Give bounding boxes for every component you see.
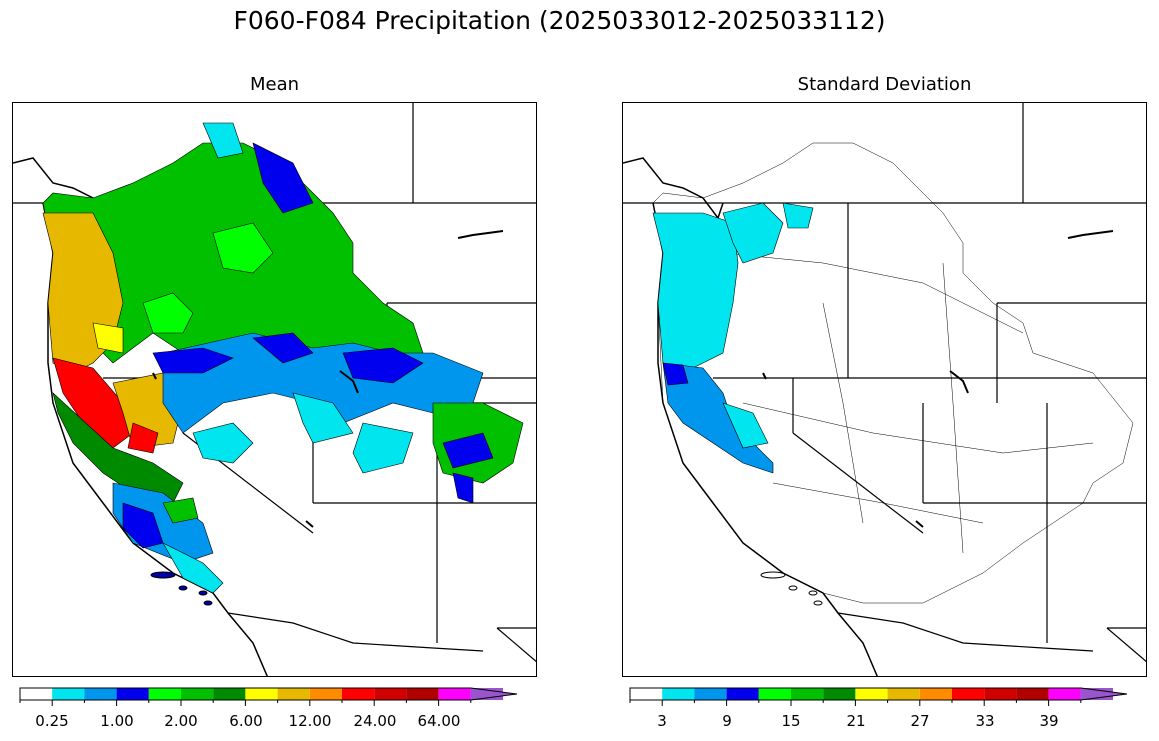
mean-colorbar-swatch <box>406 688 439 700</box>
mean-islands <box>150 571 213 606</box>
stdev-colorbar-tick-label: 3 <box>657 712 667 730</box>
stdev-panel-title: Standard Deviation <box>797 74 972 95</box>
stdev-colorbar-outline <box>629 687 1128 701</box>
stdev-colorbar-swatch <box>758 688 791 700</box>
mean-colorbar-tick-label: 1.00 <box>100 712 134 730</box>
stdev-colorbar-swatch <box>791 688 824 700</box>
mean-panel-title: Mean <box>249 74 300 95</box>
mean-colorbar-swatch <box>309 688 342 700</box>
stdev-lakes <box>762 230 1114 528</box>
stdev-colorbar-swatch <box>1016 688 1049 700</box>
stdev-colorbar-swatch <box>984 688 1017 700</box>
mean-colorbar-swatch <box>52 688 85 700</box>
mean-colorbar-swatches <box>19 687 518 706</box>
mean-colorbar-swatch <box>277 688 310 700</box>
mean-colorbar-swatch <box>342 688 375 700</box>
mean-lakes <box>152 230 504 528</box>
mean-colorbar-extend-arrow <box>470 688 517 700</box>
stdev-colorbar-swatch <box>823 688 856 700</box>
stdev-basin-outline <box>652 142 1134 604</box>
stdev-colorbar-swatch <box>855 688 888 700</box>
mean-colorbar-tick-label: 0.25 <box>35 712 69 730</box>
stdev-colorbar-extend-arrow <box>1080 688 1127 700</box>
mean-colorbar-tick-label: 6.00 <box>229 712 263 730</box>
stdev-colorbar-swatch <box>662 688 695 700</box>
mean-colorbar-swatch <box>84 688 117 700</box>
mean-colorbar-swatch <box>245 688 278 700</box>
mean-colorbar-swatch <box>438 688 471 700</box>
mean-colorbar-swatch <box>374 688 407 700</box>
stdev-colorbar-swatch <box>630 688 663 700</box>
mean-colorbar-swatch <box>116 688 149 700</box>
mean-colorbar-swatch <box>181 688 214 700</box>
mean-map <box>12 102 537 677</box>
mean-map-canvas <box>13 103 536 676</box>
stdev-colorbar-tick-label: 15 <box>781 712 801 730</box>
stdev-coastline-north <box>623 157 724 220</box>
mean-colorbar-tick-label: 2.00 <box>164 712 198 730</box>
stdev-colorbar-swatch <box>1048 688 1081 700</box>
stdev-colorbar-tick-label: 39 <box>1039 712 1059 730</box>
figure-title: F060-F084 Precipitation (2025033012-2025… <box>233 6 886 35</box>
mean-colorbar-tick-label: 64.00 <box>417 712 461 730</box>
stdev-colorbar-swatches <box>629 687 1128 706</box>
stdev-colorbar-swatch <box>952 688 985 700</box>
stdev-colorbar-swatch <box>887 688 920 700</box>
stdev-map-canvas <box>623 103 1146 676</box>
stdev-colorbar-swatch <box>726 688 759 700</box>
mean-colorbar-swatch <box>213 688 246 700</box>
stdev-colorbar-tick-label: 21 <box>846 712 866 730</box>
stdev-colorbar: 3 9 15 21 27 33 39 <box>629 687 1150 736</box>
stdev-colorbar-tick-label: 27 <box>910 712 930 730</box>
stdev-islands <box>760 571 823 606</box>
stdev-colorbar-swatch <box>919 688 952 700</box>
mean-colorbar: 0.25 1.00 2.00 6.00 12.00 24.00 64.00 <box>19 687 540 736</box>
stdev-regions <box>652 202 814 474</box>
stdev-colorbar-tick-label: 33 <box>975 712 995 730</box>
mean-colorbar-outline <box>19 687 518 701</box>
stdev-colorbar-swatch <box>694 688 727 700</box>
stdev-boundaries <box>623 103 1146 663</box>
mean-colorbar-tick-label: 12.00 <box>288 712 332 730</box>
stdev-colorbar-tick-label: 9 <box>722 712 732 730</box>
mean-colorbar-swatch <box>148 688 181 700</box>
mean-precip-regions <box>42 122 524 594</box>
mean-colorbar-tick-label: 24.00 <box>353 712 397 730</box>
stdev-map <box>622 102 1147 677</box>
mean-colorbar-swatch <box>20 688 53 700</box>
